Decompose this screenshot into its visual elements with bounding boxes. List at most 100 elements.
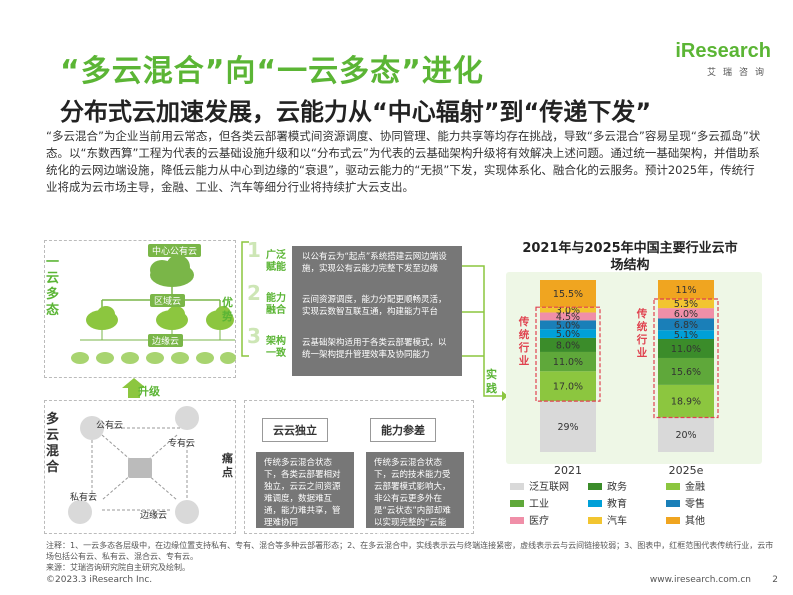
one-cloud-panel xyxy=(44,240,236,378)
bracket-label: 统 xyxy=(637,320,648,333)
advantage-3-text: 云基础架构适用于各类云部署模式，以统一架构提升管理效率及协同能力 xyxy=(292,332,462,376)
market-structure-chart: 29%17.0%11.0%8.0%5.0%5.0%4.5%3.0%15.5%20… xyxy=(506,272,762,527)
category-label: 2025e xyxy=(669,464,704,477)
advantages-bracket xyxy=(241,241,249,357)
bar-segment xyxy=(658,417,714,452)
traditional-bracket xyxy=(653,298,719,419)
legend-label: 政务 xyxy=(607,480,627,493)
terminal-icon xyxy=(128,458,152,478)
legend-label: 泛互联网 xyxy=(529,481,569,493)
data-label: 11% xyxy=(675,285,696,296)
center-cloud-icon xyxy=(150,255,194,287)
notes: 注释：1、一云多态各层级中，在边缘位置支持私有、专有、混合等多种云部署形态；2、… xyxy=(46,540,776,573)
upgrade-label: 升级 xyxy=(138,385,160,398)
pain-panel xyxy=(244,400,474,534)
pain-1-text: 传统多云混合状态下，各类云部署相对独立，云云之间资源难调度，数据难互通，能力难共… xyxy=(256,452,354,528)
legend-swatch xyxy=(510,517,524,524)
edge-cloud-bottom-label: 边缘云 xyxy=(140,511,168,521)
legend-swatch xyxy=(588,483,602,490)
bar-segment xyxy=(658,318,714,331)
dedicated-cloud-label: 专有云 xyxy=(168,439,196,449)
advantage-2-text: 云间资源调度，能力分配更顺畅灵活，实现云数智互联互通，构建能力平台 xyxy=(292,289,462,333)
source-text: 来源：艾瑞咨询研究院自主研究及绘制。 xyxy=(46,563,190,572)
bracket-label: 行 xyxy=(636,333,648,346)
legend-swatch xyxy=(666,517,680,524)
bar-segment xyxy=(540,320,596,330)
pain-label: 痛点 xyxy=(222,452,233,479)
legend-swatch xyxy=(588,517,602,524)
bracket-label: 传 xyxy=(636,307,648,320)
practice-connector xyxy=(462,265,508,401)
data-label: 5.3% xyxy=(674,299,698,310)
advantage-1-text: 以公有云为“起点”系统搭建云网边端设施，实现公有云能力完整下发至边缘 xyxy=(292,246,462,290)
legend-swatch xyxy=(510,500,524,507)
pain-2-text: 传统多云混合状态下，云的技术能力受云部署模式影响大，非公有云更多外在是“云状态”… xyxy=(366,452,464,540)
logo: iResearch 艾瑞咨询 xyxy=(661,40,771,78)
data-label: 29% xyxy=(557,422,578,433)
bracket-label: 行 xyxy=(518,341,530,354)
bar-segment xyxy=(540,371,596,402)
chart-title: 2021年与2025年中国主要行业云市场结构 xyxy=(522,241,738,273)
data-label: 5.1% xyxy=(674,330,698,341)
data-label: 6.0% xyxy=(674,309,698,320)
bar-segment xyxy=(540,329,596,338)
data-label: 3.0% xyxy=(556,305,580,316)
multi-cloud-diagram xyxy=(68,406,199,524)
intro-paragraph: “多云混合”为企业当前用云常态，但各类云部署模式间资源调度、协同管理、能力共享等… xyxy=(46,129,761,194)
bar-segment xyxy=(658,280,714,299)
legend-swatch xyxy=(666,500,680,507)
category-label: 2021 xyxy=(554,464,582,477)
legend-label: 金融 xyxy=(685,480,705,493)
edge-cloud-label: 边缘云 xyxy=(148,334,184,347)
legend-swatch xyxy=(510,483,524,490)
pain-2-title: 能力参差 xyxy=(370,418,436,442)
legend-label: 零售 xyxy=(685,497,705,510)
data-label: 17.0% xyxy=(553,382,583,393)
advantage-1-number: 1 xyxy=(247,238,261,262)
edge-cloud-icon xyxy=(71,352,236,364)
dedicated-cloud-icon xyxy=(175,406,199,430)
copyright: ©2023.3 iResearch Inc. xyxy=(46,575,153,585)
traditional-bracket xyxy=(535,306,601,402)
private-cloud-icon xyxy=(68,500,92,524)
data-label: 4.5% xyxy=(556,312,580,323)
bar-segment xyxy=(658,339,714,358)
page-title: “多云混合”向“一云多态”进化 xyxy=(60,54,484,89)
bar-segment xyxy=(658,384,714,418)
edge-cloud-bottom-icon xyxy=(175,500,199,524)
legend-label: 工业 xyxy=(529,498,549,510)
bracket-label: 统 xyxy=(519,328,530,341)
bar-segment xyxy=(540,351,596,372)
data-label: 18.9% xyxy=(671,397,701,408)
bar-segment xyxy=(658,357,714,385)
page-subtitle: 分布式云加速发展，云能力从“中心辐射”到“传递下发” xyxy=(60,98,652,126)
legend-label: 医疗 xyxy=(529,514,549,527)
data-label: 11.0% xyxy=(671,344,701,355)
multi-cloud-label: 多云混合 xyxy=(46,412,60,475)
bar-segment xyxy=(658,308,714,319)
data-label: 8.0% xyxy=(556,340,580,351)
bracket-label: 业 xyxy=(519,354,530,367)
private-cloud-label: 私有云 xyxy=(70,493,98,503)
advantage-1-tag: 广泛赋能 xyxy=(266,250,286,273)
logo-cn-text: 艾瑞咨询 xyxy=(706,68,771,78)
one-cloud-label: 一云多态 xyxy=(46,255,60,318)
bar-segment xyxy=(540,337,596,352)
bar-segment xyxy=(658,330,714,340)
data-label: 20% xyxy=(675,430,696,441)
bar-segment xyxy=(540,307,596,313)
notes-text: 注释：1、一云多态各层级中，在边缘位置支持私有、专有、混合等多种云部署形态；2、… xyxy=(46,541,774,561)
bar-segment xyxy=(540,312,596,321)
public-cloud-label: 公有云 xyxy=(96,421,124,431)
upgrade-arrow-icon xyxy=(122,378,146,398)
bracket-label: 传 xyxy=(518,315,530,328)
footer-url: www.iresearch.com.cn xyxy=(649,575,751,585)
one-cloud-diagram xyxy=(71,255,236,364)
logo-text: iResearch xyxy=(675,40,771,62)
data-label: 5.0% xyxy=(556,320,580,331)
public-cloud-icon xyxy=(80,416,104,440)
bar-segment xyxy=(658,298,714,309)
bar-segment xyxy=(540,280,596,308)
data-label: 11.0% xyxy=(553,357,583,368)
legend-label: 汽车 xyxy=(607,514,627,527)
